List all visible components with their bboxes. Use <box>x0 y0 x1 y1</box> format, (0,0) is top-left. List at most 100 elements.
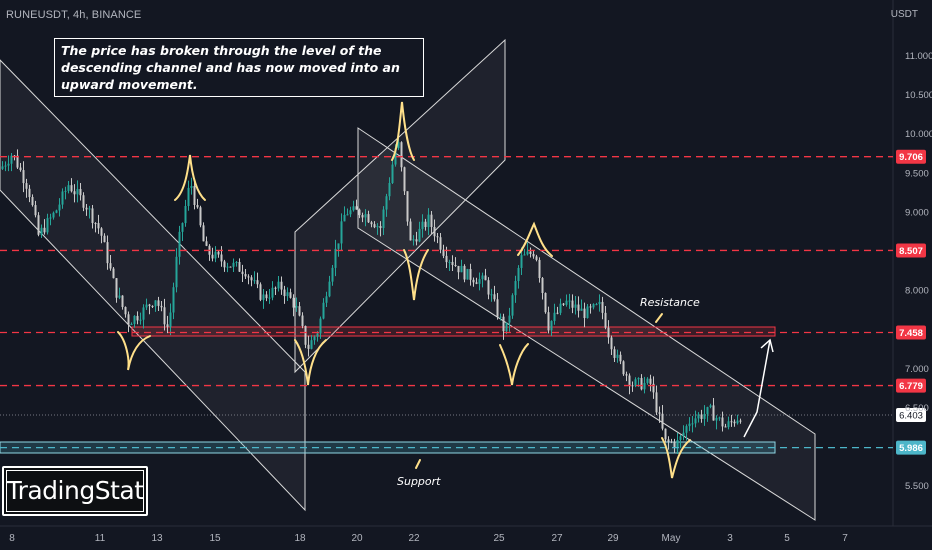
candle-body <box>526 251 529 255</box>
candle-body <box>19 167 22 171</box>
candle-body <box>247 276 250 278</box>
level-price-label: 6.779 <box>899 381 923 392</box>
candle-body <box>550 321 553 331</box>
candle-body <box>319 318 322 334</box>
price-axis[interactable]: 5.500 6.500 7.000 8.000 9.000 9.500 10.000 10.5… <box>905 51 932 492</box>
candle-body <box>370 222 373 225</box>
candle-body <box>316 333 319 337</box>
candle-body <box>613 349 616 358</box>
resistance-label: Resistance <box>640 296 700 309</box>
candle-body <box>292 297 295 308</box>
candle-body <box>145 304 148 308</box>
projection-arrowhead <box>760 338 774 353</box>
candle-body <box>142 307 145 320</box>
candle-body <box>178 231 181 257</box>
candle-body <box>37 215 40 235</box>
time-tick-label: 29 <box>607 533 619 544</box>
candle-body <box>328 281 331 297</box>
candle-body <box>415 239 418 242</box>
candle-body <box>127 314 130 325</box>
candle-body <box>10 155 13 164</box>
candle-body <box>331 267 334 282</box>
candle-body <box>496 299 499 317</box>
candle-body <box>58 204 61 211</box>
price-tick-label: 5.500 <box>905 481 929 492</box>
candle-body <box>622 361 625 375</box>
candle-body <box>64 190 67 192</box>
candle-body <box>679 436 682 440</box>
candle-body <box>7 163 10 166</box>
candle-body <box>733 421 736 424</box>
candle-body <box>631 385 634 387</box>
candle-body <box>661 413 664 429</box>
candle-body <box>739 420 742 422</box>
candle-body <box>130 323 133 325</box>
level-price-label: 7.458 <box>899 328 923 339</box>
candle-body <box>460 265 463 273</box>
candle-body <box>268 297 271 299</box>
candle-body <box>736 420 739 424</box>
symbol-label[interactable]: RUNEUSDT, 4h, BINANCE <box>6 9 142 21</box>
candle-body <box>52 212 55 218</box>
candle-body <box>124 307 127 315</box>
currency-label[interactable]: USDT <box>890 9 918 20</box>
candle-body <box>652 383 655 393</box>
candle-body <box>325 296 328 303</box>
candles <box>1 135 742 455</box>
candle-body <box>580 308 583 311</box>
candle-body <box>148 304 151 306</box>
candle-body <box>160 305 163 308</box>
level-price-label: 9.706 <box>899 152 923 163</box>
candle-body <box>676 439 679 448</box>
time-tick-label: 18 <box>294 533 306 544</box>
candle-body <box>76 189 79 195</box>
candle-body <box>508 315 511 323</box>
price-tick-label: 10.000 <box>905 129 932 140</box>
candle-body <box>541 278 544 294</box>
candle-body <box>481 275 484 280</box>
candle-body <box>571 300 574 308</box>
candle-body <box>250 277 253 281</box>
candle-body <box>520 255 523 268</box>
level-price-label: 5.986 <box>899 443 923 454</box>
channel-2 <box>294 38 506 374</box>
candle-body <box>289 292 292 298</box>
candle-body <box>529 251 532 254</box>
candle-body <box>412 239 415 241</box>
candle-body <box>133 315 136 324</box>
candle-body <box>535 256 538 260</box>
candle-body <box>181 223 184 232</box>
candle-body <box>478 279 481 284</box>
candle-body <box>379 226 382 229</box>
resistance-pointer <box>655 313 663 323</box>
candle-body <box>553 312 556 322</box>
candle-body <box>172 287 175 313</box>
candle-body <box>559 303 562 313</box>
candle-body <box>193 186 196 205</box>
candle-body <box>484 275 487 281</box>
candle-body <box>682 432 685 437</box>
candle-body <box>511 295 514 316</box>
candle-body <box>451 261 454 266</box>
channel-1 <box>0 59 306 512</box>
support-pointer <box>415 459 421 469</box>
candle-body <box>649 378 652 384</box>
candle-body <box>88 208 91 210</box>
candle-body <box>586 306 589 319</box>
candle-body <box>463 265 466 280</box>
candle-body <box>487 280 490 295</box>
time-axis[interactable]: 8 11 13 15 18 20 22 25 27 29 May 3 5 7 <box>9 533 848 544</box>
candle-body <box>313 336 316 341</box>
candle-body <box>343 214 346 222</box>
logo-frame <box>6 470 144 512</box>
candle-body <box>637 378 640 380</box>
candle-body <box>646 378 649 383</box>
support-label: Support <box>397 475 441 488</box>
candle-body <box>271 287 274 298</box>
candle-body <box>43 227 46 233</box>
candle-body <box>592 304 595 308</box>
candle-body <box>475 282 478 284</box>
candle-body <box>103 235 106 243</box>
candle-body <box>106 242 109 264</box>
